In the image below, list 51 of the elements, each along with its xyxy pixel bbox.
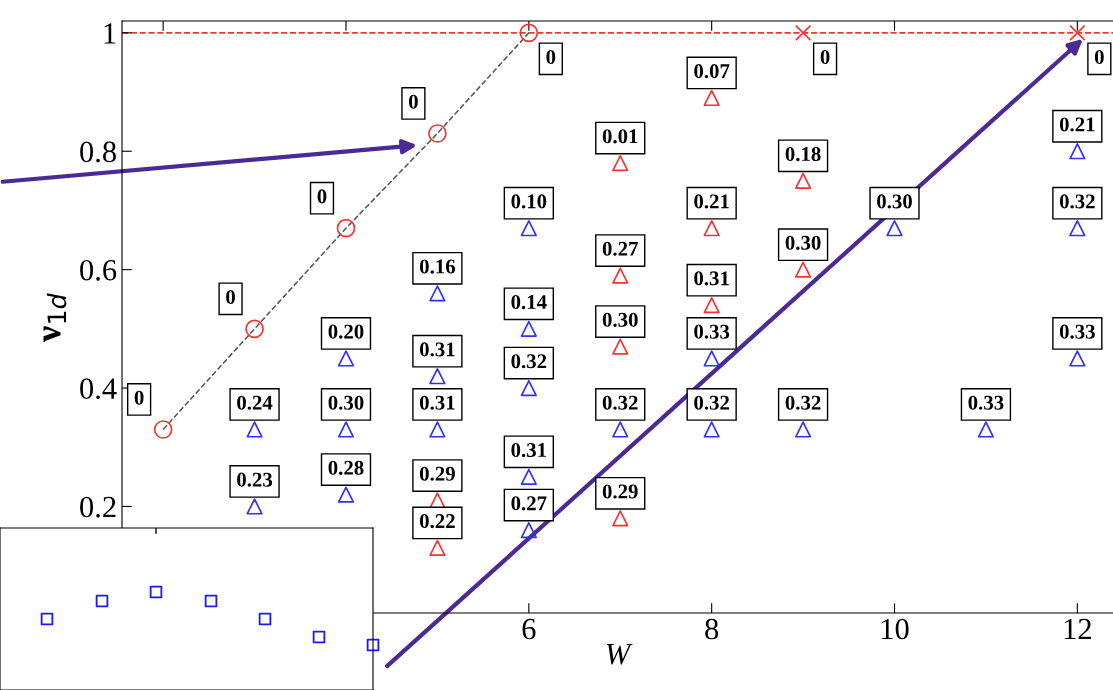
y-tick-label: 1 (104, 23, 116, 44)
annotation: 0.33 (694, 324, 730, 339)
annotation: 0.31 (511, 443, 546, 458)
y-tick-label: 0.6 (80, 259, 117, 281)
x-axis-title: W (606, 643, 633, 665)
x-tick-label: 12 (1064, 618, 1091, 640)
annotation: 0.32 (602, 395, 638, 410)
annotation: 0.28 (328, 460, 364, 475)
annotation: 0.30 (602, 312, 638, 327)
annotation: 0.07 (694, 64, 730, 79)
annotation: 0.23 (237, 472, 273, 487)
y-tick-label: 0.4 (80, 378, 117, 400)
annotation: 0.27 (511, 496, 547, 511)
x-tick-label: 6 (522, 618, 536, 640)
annotation: 0.16 (419, 259, 456, 274)
annotation: 0.30 (785, 235, 821, 250)
annotation: 0.33 (1059, 324, 1095, 339)
annotation: 0 (546, 50, 556, 65)
annotation: 0 (134, 390, 144, 405)
x-tick-label: 8 (705, 618, 719, 640)
annotation: 0.10 (511, 194, 547, 209)
y-tick-label: 0.8 (80, 141, 116, 163)
annotation: 0.32 (694, 395, 729, 410)
annotation: 0.24 (237, 395, 273, 410)
annotation: 0.32 (1059, 194, 1095, 209)
annotation: 0.27 (602, 241, 638, 256)
annotation: 0.32 (511, 354, 547, 369)
annotation: 0.31 (694, 271, 729, 286)
annotation: 0.21 (1059, 117, 1095, 132)
annotation: 0.29 (602, 484, 638, 499)
annotation: 0.22 (419, 514, 455, 529)
annotation: 0 (317, 189, 327, 204)
annotation: 0 (408, 94, 418, 109)
annotation: 0.21 (694, 194, 729, 209)
annotation: 0.18 (785, 147, 821, 162)
annotation: 0.33 (968, 395, 1004, 410)
annotation: 0.31 (419, 342, 455, 357)
annotation: 0.31 (419, 395, 455, 410)
annotation: 0 (226, 290, 235, 305)
y-tick-label: 0.2 (80, 496, 116, 518)
x-tick-label: 10 (881, 618, 909, 640)
annotation: 0.32 (785, 395, 821, 410)
annotation: 0 (1094, 50, 1104, 65)
annotation: 0 (820, 50, 830, 65)
annotation: 0.01 (602, 129, 638, 144)
annotation: 0.30 (328, 395, 364, 410)
annotation: 0.20 (328, 324, 364, 339)
annotation: 0.30 (877, 194, 912, 209)
y-axis-title: ν$_{1d}$ (43, 293, 67, 342)
annotation: 0.29 (419, 466, 455, 481)
annotation: 0.14 (511, 295, 547, 310)
